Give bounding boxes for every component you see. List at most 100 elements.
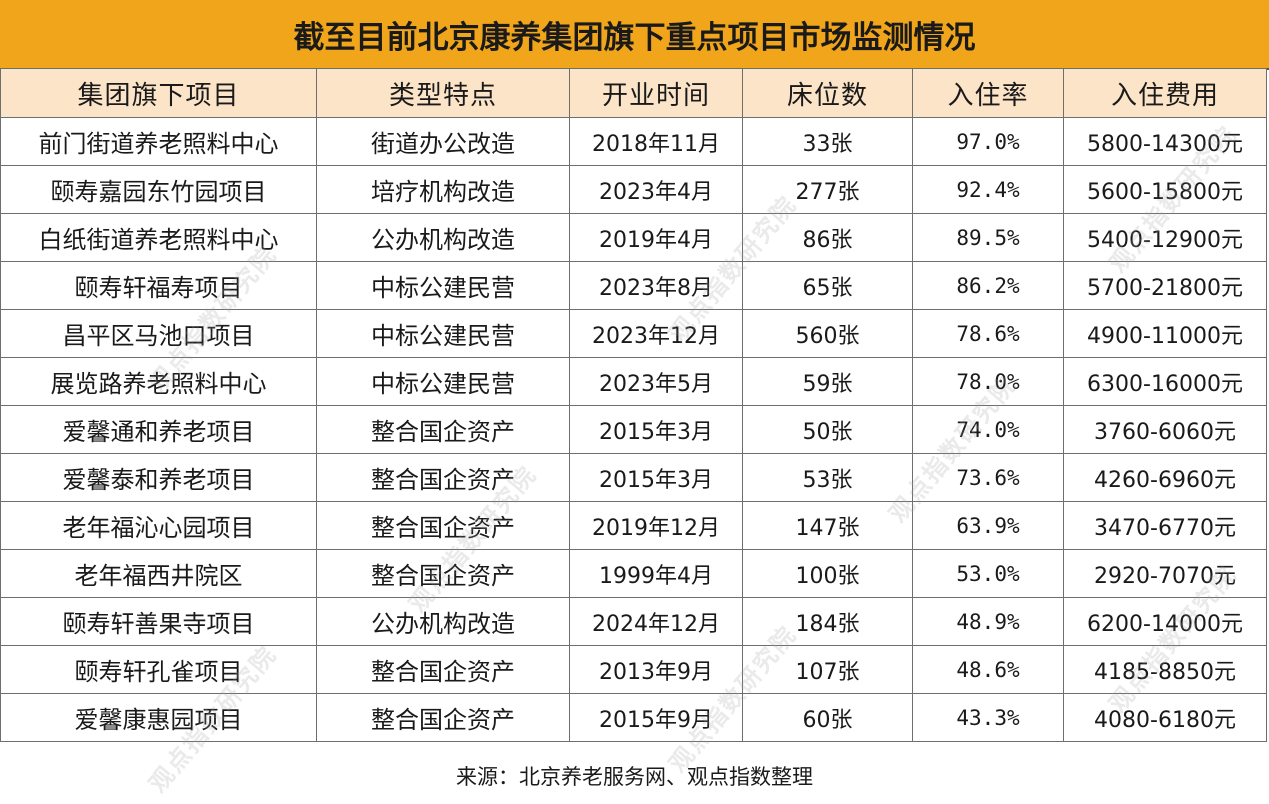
- cell-beds: 53张: [742, 453, 913, 502]
- cell-fee: 3760-6060元: [1063, 405, 1267, 454]
- cell-type: 街道办公改造: [316, 117, 570, 166]
- table-row: 颐寿轩善果寺项目 公办机构改造 2024年12月 184张 48.9% 6200-1400…: [0, 597, 1267, 646]
- cell-type: 中标公建民营: [316, 357, 570, 406]
- cell-type: 整合国企资产: [316, 405, 570, 454]
- cell-project: 前门街道养老照料中心: [0, 117, 317, 166]
- cell-beds: 65张: [742, 261, 913, 310]
- cell-opening: 2023年5月: [569, 357, 743, 406]
- cell-type: 整合国企资产: [316, 693, 570, 742]
- cell-occupancy: 74.0%: [912, 405, 1064, 454]
- cell-occupancy: 48.9%: [912, 597, 1064, 646]
- table-row: 老年福西井院区 整合国企资产 1999年4月 100张 53.0% 2920-7070元: [0, 549, 1267, 598]
- cell-occupancy: 97.0%: [912, 117, 1064, 166]
- cell-beds: 60张: [742, 693, 913, 742]
- cell-opening: 2015年3月: [569, 405, 743, 454]
- cell-opening: 2023年8月: [569, 261, 743, 310]
- cell-type: 公办机构改造: [316, 213, 570, 262]
- cell-project: 爱馨泰和养老项目: [0, 453, 317, 502]
- col-header-occupancy: 入住率: [912, 68, 1064, 118]
- cell-beds: 100张: [742, 549, 913, 598]
- cell-opening: 2013年9月: [569, 645, 743, 694]
- cell-occupancy: 78.0%: [912, 357, 1064, 406]
- col-header-opening: 开业时间: [569, 68, 743, 118]
- cell-project: 白纸街道养老照料中心: [0, 213, 317, 262]
- cell-opening: 2018年11月: [569, 117, 743, 166]
- cell-fee: 6200-14000元: [1063, 597, 1267, 646]
- table-row: 展览路养老照料中心 中标公建民营 2023年5月 59张 78.0% 6300-16000…: [0, 357, 1267, 406]
- cell-type: 中标公建民营: [316, 309, 570, 358]
- cell-project: 展览路养老照料中心: [0, 357, 317, 406]
- cell-occupancy: 63.9%: [912, 501, 1064, 550]
- table-row: 前门街道养老照料中心 街道办公改造 2018年11月 33张 97.0% 5800-143…: [0, 117, 1267, 166]
- cell-fee: 6300-16000元: [1063, 357, 1267, 406]
- cell-fee: 5800-14300元: [1063, 117, 1267, 166]
- cell-project: 颐寿轩福寿项目: [0, 261, 317, 310]
- cell-occupancy: 78.6%: [912, 309, 1064, 358]
- cell-fee: 4260-6960元: [1063, 453, 1267, 502]
- cell-project: 爱馨康惠园项目: [0, 693, 317, 742]
- table-row: 老年福沁心园项目 整合国企资产 2019年12月 147张 63.9% 3470-6770…: [0, 501, 1267, 550]
- cell-type: 中标公建民营: [316, 261, 570, 310]
- cell-project: 昌平区马池口项目: [0, 309, 317, 358]
- cell-fee: 2920-7070元: [1063, 549, 1267, 598]
- cell-project: 颐寿轩善果寺项目: [0, 597, 317, 646]
- col-header-beds: 床位数: [742, 68, 913, 118]
- cell-beds: 33张: [742, 117, 913, 166]
- col-header-project: 集团旗下项目: [0, 68, 317, 118]
- cell-occupancy: 53.0%: [912, 549, 1064, 598]
- cell-beds: 147张: [742, 501, 913, 550]
- cell-fee: 5700-21800元: [1063, 261, 1267, 310]
- cell-type: 整合国企资产: [316, 501, 570, 550]
- cell-fee: 4900-11000元: [1063, 309, 1267, 358]
- header-row: 集团旗下项目 类型特点 开业时间 床位数 入住率 入住费用: [0, 68, 1267, 118]
- cell-project: 爱馨通和养老项目: [0, 405, 317, 454]
- monitoring-table: 集团旗下项目 类型特点 开业时间 床位数 入住率 入住费用 前门街道养老照料中心 街道办公改…: [0, 68, 1267, 742]
- cell-fee: 4080-6180元: [1063, 693, 1267, 742]
- page-title: 截至目前北京康养集团旗下重点项目市场监测情况: [0, 0, 1269, 70]
- table-row: 颐寿轩孔雀项目 整合国企资产 2013年9月 107张 48.6% 4185-8850元: [0, 645, 1267, 694]
- table-row: 爱馨通和养老项目 整合国企资产 2015年3月 50张 74.0% 3760-6060元: [0, 405, 1267, 454]
- cell-type: 整合国企资产: [316, 645, 570, 694]
- cell-opening: 2023年4月: [569, 165, 743, 214]
- cell-beds: 277张: [742, 165, 913, 214]
- col-header-type: 类型特点: [316, 68, 570, 118]
- cell-beds: 59张: [742, 357, 913, 406]
- cell-opening: 2023年12月: [569, 309, 743, 358]
- cell-opening: 2019年12月: [569, 501, 743, 550]
- table-row: 颐寿嘉园东竹园项目 培疗机构改造 2023年4月 277张 92.4% 5600-1580…: [0, 165, 1267, 214]
- cell-occupancy: 48.6%: [912, 645, 1064, 694]
- cell-occupancy: 86.2%: [912, 261, 1064, 310]
- cell-opening: 2015年3月: [569, 453, 743, 502]
- source-note: 来源：北京养老服务网、观点指数整理: [456, 765, 813, 789]
- cell-beds: 107张: [742, 645, 913, 694]
- table-body: 前门街道养老照料中心 街道办公改造 2018年11月 33张 97.0% 5800-143…: [0, 117, 1267, 742]
- table-row: 昌平区马池口项目 中标公建民营 2023年12月 560张 78.6% 4900-1100…: [0, 309, 1267, 358]
- cell-fee: 3470-6770元: [1063, 501, 1267, 550]
- cell-fee: 5400-12900元: [1063, 213, 1267, 262]
- table-row: 爱馨泰和养老项目 整合国企资产 2015年3月 53张 73.6% 4260-6960元: [0, 453, 1267, 502]
- cell-opening: 2019年4月: [569, 213, 743, 262]
- col-header-fee: 入住费用: [1063, 68, 1267, 118]
- cell-project: 老年福沁心园项目: [0, 501, 317, 550]
- cell-beds: 184张: [742, 597, 913, 646]
- cell-type: 公办机构改造: [316, 597, 570, 646]
- cell-beds: 50张: [742, 405, 913, 454]
- cell-opening: 1999年4月: [569, 549, 743, 598]
- cell-opening: 2015年9月: [569, 693, 743, 742]
- cell-fee: 4185-8850元: [1063, 645, 1267, 694]
- cell-type: 整合国企资产: [316, 453, 570, 502]
- cell-type: 整合国企资产: [316, 549, 570, 598]
- cell-occupancy: 89.5%: [912, 213, 1064, 262]
- cell-project: 颐寿轩孔雀项目: [0, 645, 317, 694]
- cell-project: 老年福西井院区: [0, 549, 317, 598]
- table-row: 白纸街道养老照料中心 公办机构改造 2019年4月 86张 89.5% 5400-1290…: [0, 213, 1267, 262]
- table-row: 爱馨康惠园项目 整合国企资产 2015年9月 60张 43.3% 4080-6180元: [0, 693, 1267, 742]
- cell-beds: 86张: [742, 213, 913, 262]
- cell-type: 培疗机构改造: [316, 165, 570, 214]
- cell-occupancy: 73.6%: [912, 453, 1064, 502]
- cell-beds: 560张: [742, 309, 913, 358]
- cell-occupancy: 92.4%: [912, 165, 1064, 214]
- cell-project: 颐寿嘉园东竹园项目: [0, 165, 317, 214]
- cell-fee: 5600-15800元: [1063, 165, 1267, 214]
